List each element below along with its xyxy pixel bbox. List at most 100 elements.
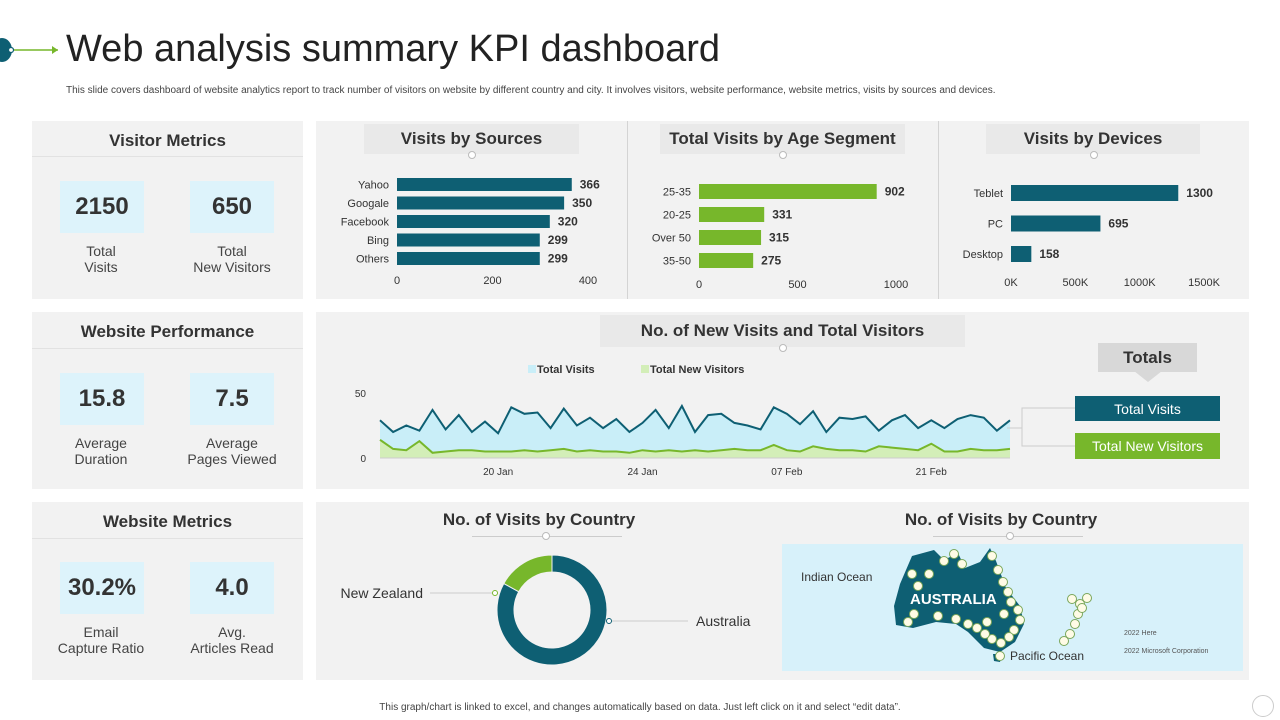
title-dot bbox=[1006, 532, 1014, 540]
total-new-visitors-legend-box: Total New Visitors bbox=[1075, 433, 1220, 459]
label-line: Average bbox=[206, 435, 258, 451]
header-circle-icon bbox=[0, 38, 12, 62]
label-line: Average bbox=[75, 435, 127, 451]
data-label: 695 bbox=[1108, 217, 1128, 231]
indian-ocean-label: Indian Ocean bbox=[801, 570, 873, 584]
bar bbox=[1011, 185, 1179, 201]
data-label: 331 bbox=[772, 208, 792, 222]
category-label: Googale bbox=[347, 198, 389, 210]
donut-slice bbox=[496, 554, 608, 666]
series-line bbox=[379, 403, 1011, 435]
category-label: PC bbox=[988, 219, 1003, 231]
legend-label: Total New Visitors bbox=[650, 364, 744, 376]
category-label: Facebook bbox=[341, 217, 390, 229]
data-label: 1300 bbox=[1186, 186, 1213, 200]
visits-by-age-title: Total Visits by Age Segment bbox=[660, 124, 905, 154]
visits-by-age-chart: 25-35 902 20-25 331 Over 50 315 35-50 275 0 500 10… bbox=[652, 184, 908, 291]
tick-label: 200 bbox=[483, 275, 501, 287]
total-new-visitors-value: 650 bbox=[190, 181, 274, 233]
label-line: Total bbox=[217, 243, 247, 259]
title-dot bbox=[1090, 151, 1098, 159]
y-tick-label: 50 bbox=[355, 389, 367, 400]
visitor-metrics-title: Visitor Metrics bbox=[109, 131, 226, 150]
total-visits-label: Total Visits bbox=[41, 243, 161, 275]
visits-by-country-donut: Australia New Zealand bbox=[341, 554, 751, 666]
tick-label: 0 bbox=[394, 275, 400, 287]
bar bbox=[397, 196, 565, 210]
bar bbox=[397, 233, 540, 247]
data-label: 366 bbox=[580, 178, 600, 192]
label-line: Pages Viewed bbox=[187, 451, 277, 467]
website-performance-title: Website Performance bbox=[80, 322, 255, 341]
avg-articles-read-label: Avg. Articles Read bbox=[172, 624, 292, 656]
visits-line-title: No. of New Visits and Total Visitors bbox=[600, 315, 965, 347]
tick-label: 500 bbox=[788, 279, 806, 291]
label-line: Email bbox=[83, 624, 119, 640]
label-line: Capture Ratio bbox=[57, 640, 145, 656]
map-title: No. of Visits by Country bbox=[904, 510, 1098, 529]
tick-label: 1000K bbox=[1124, 277, 1156, 289]
donut-title: No. of Visits by Country bbox=[442, 510, 636, 529]
footer-note: This graph/chart is linked to excel, and… bbox=[379, 702, 901, 713]
data-label: 315 bbox=[769, 231, 789, 245]
visits-by-devices-title: Visits by Devices bbox=[986, 124, 1200, 154]
category-label: 25-35 bbox=[663, 187, 691, 199]
series-area bbox=[380, 439, 1010, 458]
divider bbox=[32, 156, 303, 157]
category-label: Teblet bbox=[974, 188, 1003, 200]
map-credit-microsoft: 2022 Microsoft Corporation bbox=[1124, 648, 1209, 655]
average-pages-viewed-value: 7.5 bbox=[190, 373, 274, 425]
bar bbox=[699, 184, 877, 199]
page-corner-circle-icon bbox=[1252, 695, 1274, 717]
page-title: Web analysis summary KPI dashboard bbox=[66, 28, 721, 70]
bar bbox=[1011, 215, 1101, 232]
legend-swatch bbox=[528, 365, 536, 373]
category-label: Bing bbox=[367, 235, 389, 247]
visitor-metrics-panel: Visitor Metrics 2150 650 Total Visits To… bbox=[32, 121, 303, 299]
x-tick-label: 07 Feb bbox=[771, 467, 803, 478]
data-label: 902 bbox=[885, 185, 905, 199]
label-line: Avg. bbox=[218, 624, 246, 640]
bar bbox=[699, 207, 765, 222]
totals-header: Totals bbox=[1098, 343, 1197, 372]
donut-slice bbox=[503, 554, 553, 593]
tick-label: 500K bbox=[1062, 277, 1088, 289]
page-subtitle: This slide covers dashboard of website a… bbox=[66, 85, 996, 96]
visits-by-sources-chart: Yahoo 366 Googale 350 Facebook 320 Bing 299 Othe… bbox=[341, 178, 600, 288]
tick-label: 1500K bbox=[1188, 277, 1220, 289]
category-label: 35-50 bbox=[663, 256, 691, 268]
data-label: 350 bbox=[572, 196, 592, 210]
data-label: 275 bbox=[761, 254, 781, 268]
map-credit-here: 2022 Here bbox=[1124, 630, 1157, 637]
total-new-visitors-label: Total New Visitors bbox=[172, 243, 292, 275]
series-line bbox=[379, 438, 1011, 454]
leader-dot bbox=[492, 590, 498, 596]
total-visits-legend-box: Total Visits bbox=[1075, 396, 1220, 421]
data-label: 320 bbox=[558, 215, 578, 229]
slice-label: Australia bbox=[696, 613, 751, 629]
chart-divider bbox=[627, 121, 628, 299]
australia-shape bbox=[894, 548, 1092, 662]
label-line: Total bbox=[86, 243, 116, 259]
divider bbox=[32, 348, 303, 349]
map-view[interactable]: AUSTRALIA Indian Ocean Pacific Ocean 202… bbox=[782, 544, 1243, 671]
title-dot bbox=[779, 151, 787, 159]
label-line: Duration bbox=[74, 451, 128, 467]
average-duration-value: 15.8 bbox=[60, 373, 144, 425]
category-label: Desktop bbox=[963, 249, 1003, 261]
tick-label: 0K bbox=[1004, 277, 1018, 289]
x-tick-label: 24 Jan bbox=[627, 467, 657, 478]
average-duration-label: Average Duration bbox=[41, 435, 161, 467]
visits-by-devices-chart: Teblet 1300 PC 695 Desktop 158 0K 500K 1000K 1500… bbox=[963, 185, 1221, 289]
legend-label: Total Visits bbox=[537, 364, 595, 376]
email-capture-ratio-label: Email Capture Ratio bbox=[41, 624, 161, 656]
data-label: 299 bbox=[548, 233, 568, 247]
label-line: New Visitors bbox=[193, 259, 271, 275]
arrow-right-icon bbox=[8, 46, 58, 54]
website-metrics-panel: Website Metrics 30.2% 4.0 Email Capture … bbox=[32, 502, 303, 680]
data-label: 299 bbox=[548, 252, 568, 266]
visits-by-sources-title: Visits by Sources bbox=[364, 124, 579, 154]
leader-dot bbox=[606, 618, 612, 624]
category-label: Yahoo bbox=[358, 180, 389, 192]
data-label: 158 bbox=[1039, 247, 1059, 261]
